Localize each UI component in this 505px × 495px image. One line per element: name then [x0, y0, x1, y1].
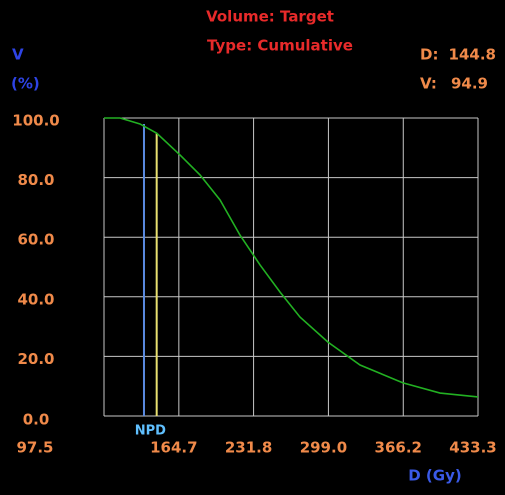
y-axis-symbol: V: [12, 46, 24, 64]
readout-volume-label: V:: [420, 75, 437, 93]
y-tick-label: 0.0: [23, 411, 50, 429]
chart-title: Volume: Target: [206, 8, 334, 26]
x-axis-label: D (Gy): [408, 467, 461, 485]
y-tick-label: 80.0: [17, 171, 54, 189]
x-tick-label: 299.0: [300, 439, 347, 457]
x-tick-label: 97.5: [16, 439, 53, 457]
dvh-curve: [104, 117, 479, 398]
y-tick-label: 100.0: [12, 112, 59, 130]
y-tick-label: 20.0: [17, 350, 54, 368]
y-axis-unit: (%): [11, 75, 40, 93]
x-tick-label: 231.8: [225, 439, 272, 457]
readout-dose-label: D:: [420, 46, 438, 64]
readout-dose: 144.8: [449, 46, 496, 64]
chart-subtitle: Type: Cumulative: [207, 37, 353, 55]
y-tick-label: 60.0: [17, 231, 54, 249]
x-tick-label: 433.3: [449, 439, 496, 457]
y-tick-label: 40.0: [17, 290, 54, 308]
x-tick-label: 164.7: [150, 439, 197, 457]
x-tick-label: 366.2: [375, 439, 422, 457]
reference-label: NPD: [135, 424, 166, 439]
readout-volume: 94.9: [451, 75, 488, 93]
